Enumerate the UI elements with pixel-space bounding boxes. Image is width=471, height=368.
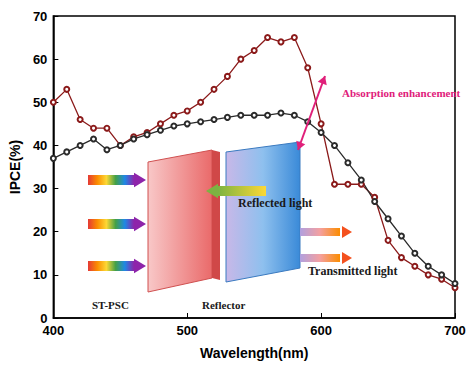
svg-text:10: 10: [33, 267, 47, 282]
svg-text:700: 700: [444, 323, 466, 338]
svg-text:600: 600: [310, 323, 332, 338]
svg-text:60: 60: [33, 52, 47, 67]
svg-text:Absorption enhancement: Absorption enhancement: [342, 87, 461, 99]
svg-text:40: 40: [33, 138, 47, 153]
svg-text:30: 30: [33, 181, 47, 196]
svg-text:Transmitted light: Transmitted light: [308, 264, 397, 278]
svg-text:Wavelength(nm): Wavelength(nm): [200, 345, 308, 361]
svg-text:ST-PSC: ST-PSC: [92, 299, 129, 311]
svg-text:0: 0: [40, 310, 48, 326]
svg-text:20: 20: [33, 224, 47, 239]
svg-text:IPCE(%): IPCE(%): [7, 140, 23, 194]
svg-text:Reflected light: Reflected light: [238, 196, 312, 210]
svg-text:Reflector: Reflector: [202, 299, 245, 311]
svg-text:400: 400: [43, 323, 65, 338]
svg-text:70: 70: [33, 9, 47, 24]
svg-text:500: 500: [176, 323, 198, 338]
svg-text:50: 50: [33, 95, 47, 110]
